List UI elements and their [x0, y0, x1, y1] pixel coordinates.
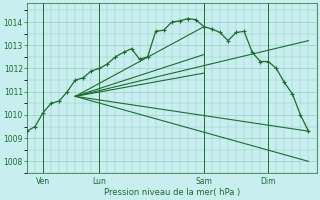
X-axis label: Pression niveau de la mer( hPa ): Pression niveau de la mer( hPa ): [104, 188, 240, 197]
